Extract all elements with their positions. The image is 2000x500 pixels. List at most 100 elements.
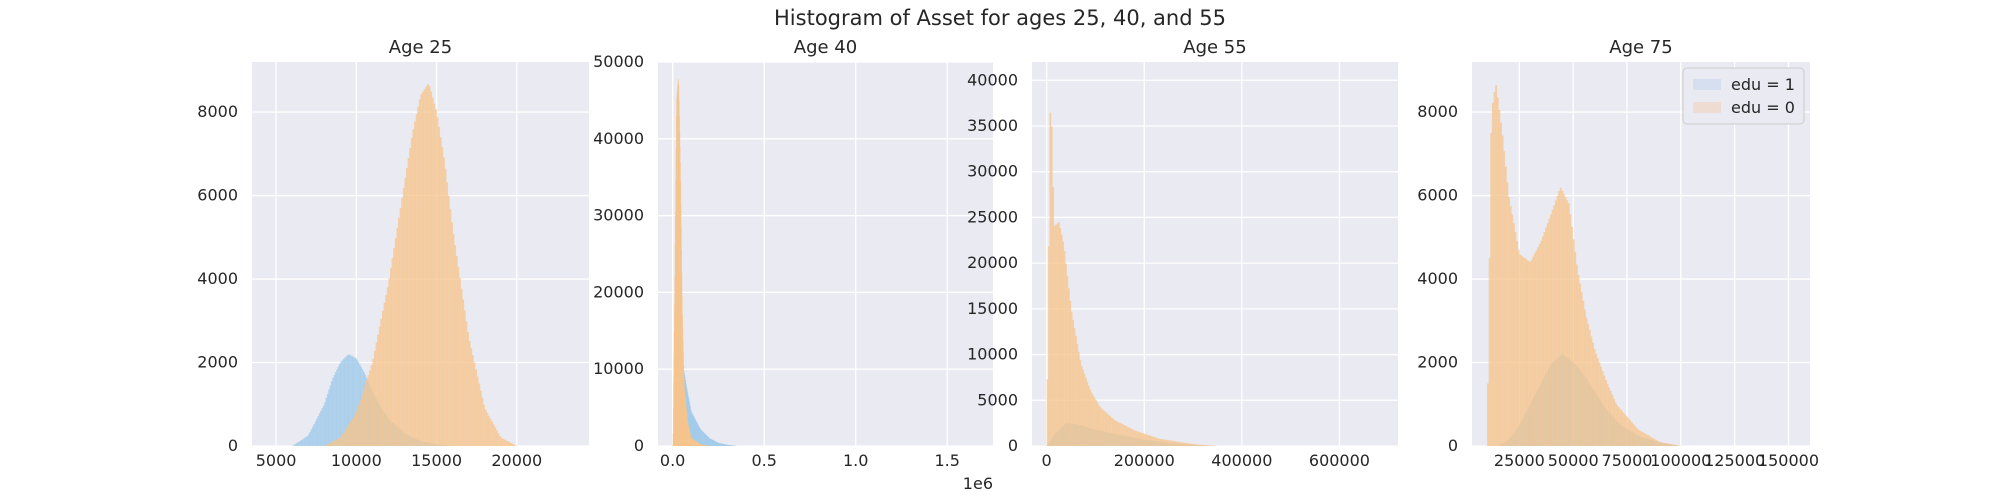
histogram-bar <box>1143 433 1146 446</box>
histogram-bar <box>1506 182 1509 446</box>
x-tick-label: 1.0 <box>843 451 868 470</box>
histogram-bar <box>1083 373 1086 446</box>
y-tick-label: 40000 <box>593 129 644 148</box>
histogram-bar <box>373 350 376 446</box>
histogram-bar <box>1583 309 1586 446</box>
histogram-bar <box>1153 437 1156 446</box>
histogram-bar <box>442 157 445 446</box>
histogram-bar <box>463 310 466 446</box>
histogram-bar <box>383 303 386 446</box>
histogram-bar <box>1619 408 1622 446</box>
histogram-bar <box>1613 398 1615 446</box>
histogram-bar <box>449 208 452 446</box>
histogram-bar <box>354 413 357 446</box>
histogram-bar <box>1103 411 1106 446</box>
histogram-bar <box>1060 234 1063 446</box>
histogram-bar <box>1503 151 1506 446</box>
histogram-bar <box>1632 423 1635 446</box>
histogram-bar <box>495 430 498 446</box>
histogram-bar <box>1095 399 1097 446</box>
histogram-bar <box>1130 428 1133 446</box>
histogram-bar <box>486 412 489 446</box>
histogram-bar <box>337 366 340 446</box>
histogram-bar <box>1077 351 1080 446</box>
histogram-bar <box>318 413 321 446</box>
histogram-bar <box>348 354 350 446</box>
histogram-bar <box>1634 425 1636 446</box>
histogram-bar <box>1114 420 1117 446</box>
histogram-bar <box>1504 166 1507 446</box>
histogram-bar <box>346 354 349 446</box>
histogram-bar <box>500 438 503 446</box>
histogram-bar <box>1134 430 1137 446</box>
histogram-bar <box>1136 431 1139 446</box>
histogram-bar <box>483 404 485 446</box>
histogram-bar <box>309 431 312 446</box>
histogram-bar <box>1524 258 1527 446</box>
histogram-bar <box>1055 224 1057 446</box>
histogram-bar <box>487 415 490 446</box>
histogram-bar <box>1640 431 1643 446</box>
histogram-bar <box>446 182 449 446</box>
histogram-bar <box>1188 443 1191 446</box>
histogram-bar <box>1572 239 1575 446</box>
histogram-bar <box>467 332 469 446</box>
y-tick-label: 10000 <box>967 345 1018 364</box>
histogram-bar <box>1156 438 1158 446</box>
histogram-bar <box>356 410 359 446</box>
histogram-bar <box>333 375 336 446</box>
x-tick-label: 0 <box>1042 451 1052 470</box>
histogram-bar <box>507 441 510 446</box>
histogram-bar <box>1109 416 1111 446</box>
histogram-bar <box>502 438 505 446</box>
y-tick-label: 15000 <box>967 299 1018 318</box>
histogram-bar <box>1179 442 1181 446</box>
histogram-bar <box>1646 435 1649 446</box>
histogram-bar <box>1157 438 1160 446</box>
histogram-bar <box>1548 218 1551 446</box>
histogram-bar <box>349 355 352 446</box>
histogram-bar <box>344 357 346 446</box>
histogram-bar <box>1076 343 1079 446</box>
histogram-bar <box>1666 443 1669 446</box>
histogram-bar <box>1146 434 1148 446</box>
histogram-bar <box>325 444 328 446</box>
histogram-bar <box>1488 258 1491 446</box>
histogram-bar <box>320 410 322 446</box>
histogram-bar <box>1177 441 1180 446</box>
x-tick-label: 200000 <box>1114 451 1175 470</box>
histogram-bar <box>1171 440 1174 446</box>
histogram-bar <box>476 376 479 446</box>
histogram-bar <box>513 444 516 446</box>
histogram-bar <box>455 256 458 446</box>
histogram-bar <box>1085 377 1087 446</box>
histogram-bar <box>1086 381 1089 446</box>
histogram-bar <box>1100 408 1103 446</box>
histogram-bar <box>417 106 420 446</box>
histogram-bar <box>1191 444 1194 446</box>
y-tick-label: 30000 <box>967 162 1018 181</box>
x-tick-label: 600000 <box>1309 451 1370 470</box>
histogram-bar <box>444 168 447 446</box>
histogram-bar <box>481 397 484 446</box>
histogram-bar <box>1508 197 1510 446</box>
histogram-bar <box>1096 402 1099 446</box>
histogram-bar <box>381 310 384 446</box>
x-tick-label: 75000 <box>1602 451 1653 470</box>
histogram-bar <box>1197 444 1200 446</box>
histogram-bar <box>394 238 397 446</box>
histogram-bar <box>1129 428 1131 446</box>
histogram-bar <box>1150 436 1153 446</box>
histogram-bar <box>1551 209 1554 446</box>
histogram-bar <box>447 195 450 446</box>
histogram-bar <box>293 444 296 446</box>
histogram-bar <box>1204 445 1207 446</box>
histogram-bar <box>1080 365 1083 446</box>
histogram-bar <box>1490 132 1493 446</box>
histogram-bar <box>1170 440 1173 446</box>
x-tick-label: 25000 <box>1494 451 1545 470</box>
histogram-bar <box>1600 366 1603 446</box>
histogram-bar <box>1579 283 1582 446</box>
histogram-bar <box>450 222 453 446</box>
